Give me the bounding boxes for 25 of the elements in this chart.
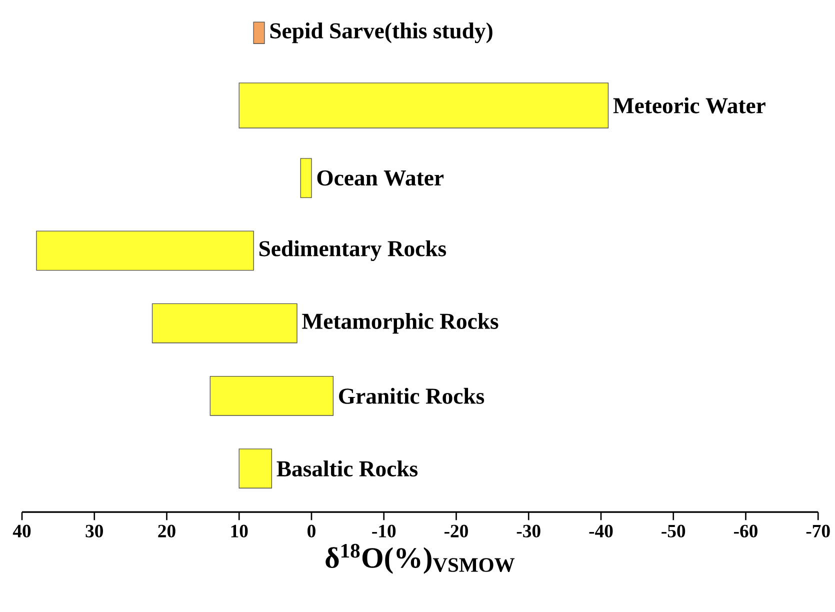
y-tick-label: Meteoric Water bbox=[613, 97, 766, 114]
x-tick-label: 20 bbox=[158, 524, 176, 538]
bar bbox=[152, 303, 298, 344]
bar bbox=[210, 376, 334, 416]
bar bbox=[36, 230, 254, 271]
bar bbox=[300, 158, 312, 198]
x-tick-label: -60 bbox=[734, 524, 758, 538]
y-tick-label: Granitic Rocks bbox=[339, 388, 484, 404]
x-tick-label: 30 bbox=[86, 524, 103, 538]
y-tick-label: Sepid Sarve(this study) bbox=[270, 22, 492, 44]
x-tick-label: -70 bbox=[806, 524, 830, 538]
bar bbox=[238, 448, 272, 488]
x-tick-label: -10 bbox=[372, 524, 396, 538]
y-tick-label: Sedimentary Rocks bbox=[260, 240, 446, 261]
y-tick-label: Basaltic Rocks bbox=[276, 460, 418, 476]
y-tick-label: Ocean Water bbox=[317, 170, 444, 186]
x-tick-label: -20 bbox=[444, 524, 468, 538]
x-tick-label: 10 bbox=[231, 524, 248, 538]
x-tick-label: -40 bbox=[589, 524, 613, 538]
x-tick-label: 40 bbox=[12, 524, 31, 538]
x-tick-label: -50 bbox=[662, 524, 686, 538]
x-axis-title: δ$^{18}$O(%)$_{VSMOW}$ bbox=[326, 544, 515, 574]
x-tick-label: -30 bbox=[516, 524, 540, 538]
y-tick-label: Metamorphic Rocks bbox=[302, 312, 498, 334]
x-tick-label: 0 bbox=[308, 524, 316, 538]
